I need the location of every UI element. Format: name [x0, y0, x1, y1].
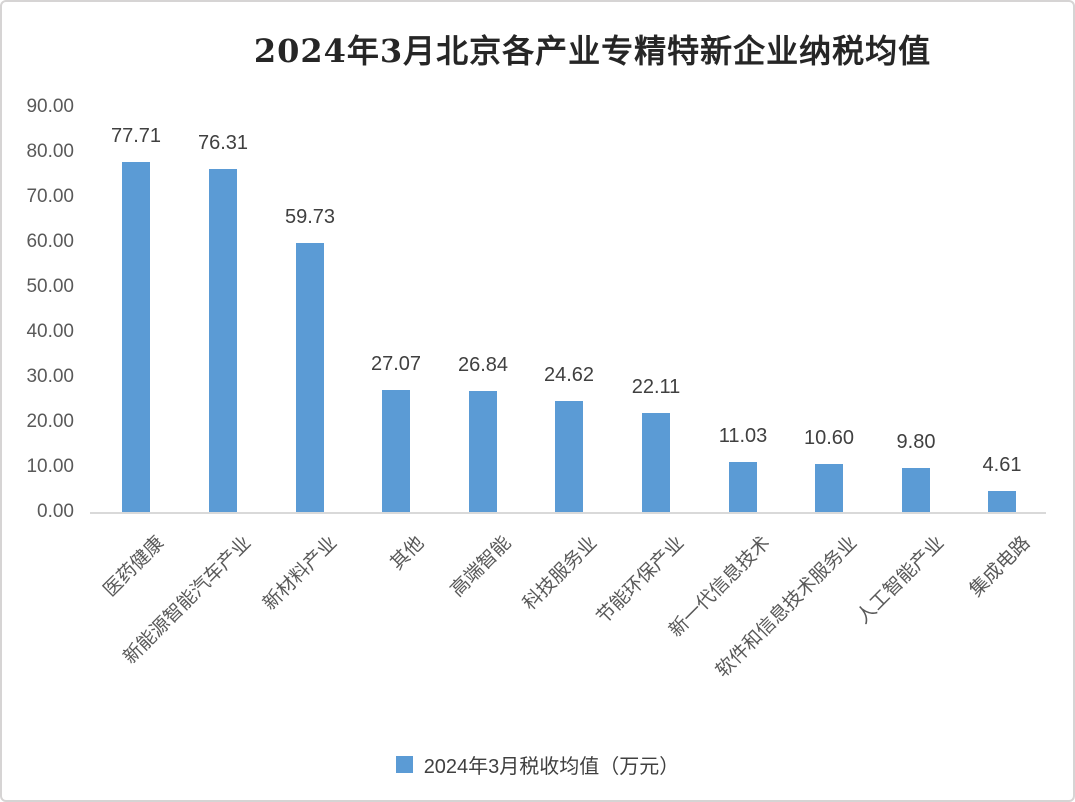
x-axis-category-label: 人工智能产业 — [852, 532, 949, 629]
bar-value-label: 11.03 — [718, 425, 768, 447]
bar — [555, 401, 583, 512]
legend-swatch — [395, 756, 413, 773]
y-axis-tick-label: 80.00 — [26, 141, 74, 162]
bar-value-label: 10.60 — [803, 427, 855, 449]
bar-value-label: 22.11 — [631, 376, 681, 398]
legend: 2024年3月税收均值（万元） — [2, 750, 1073, 779]
bar-value-label: 76.31 — [197, 132, 249, 154]
legend-label: 2024年3月税收均值（万元） — [423, 756, 680, 778]
bar — [729, 462, 757, 512]
bar — [382, 390, 410, 512]
bar — [209, 169, 237, 512]
x-axis-category-label: 科技服务业 — [519, 532, 602, 615]
y-axis-tick-label: 0.00 — [37, 501, 74, 522]
y-axis-tick-label: 90.00 — [26, 96, 74, 117]
bar-value-label: 77.71 — [110, 125, 162, 147]
y-axis-tick-label: 40.00 — [26, 321, 74, 342]
x-axis-category-label: 高端智能 — [446, 532, 516, 602]
bar-value-label: 24.62 — [543, 364, 595, 386]
x-axis-line — [90, 512, 1046, 514]
bar — [122, 162, 150, 512]
y-axis-tick-label: 30.00 — [26, 366, 74, 387]
bar — [296, 243, 324, 512]
y-axis-tick-label: 10.00 — [26, 456, 74, 477]
bar-value-label: 59.73 — [284, 206, 336, 228]
y-axis-tick-label: 60.00 — [26, 231, 74, 252]
chart-title: 2024年3月北京各产业专精特新企业纳税均值 — [253, 32, 932, 70]
x-axis-category-label: 新材料产业 — [259, 532, 342, 615]
bar-value-label: 27.07 — [370, 353, 422, 375]
bar — [469, 391, 497, 512]
bar — [642, 413, 670, 512]
bar — [902, 468, 930, 512]
y-axis-tick-label: 20.00 — [26, 411, 74, 432]
bar — [815, 464, 843, 512]
bar-value-label: 9.80 — [896, 431, 936, 453]
y-axis-tick-label: 70.00 — [26, 186, 74, 207]
x-axis-category-label: 医药健康 — [99, 532, 169, 602]
bar — [988, 491, 1016, 512]
bar-value-label: 26.84 — [457, 354, 509, 376]
bar-value-label: 4.61 — [982, 454, 1022, 476]
x-axis-category-label: 集成电路 — [965, 532, 1035, 602]
y-axis-tick-label: 50.00 — [26, 276, 74, 297]
x-axis-category-label: 其他 — [386, 532, 429, 575]
